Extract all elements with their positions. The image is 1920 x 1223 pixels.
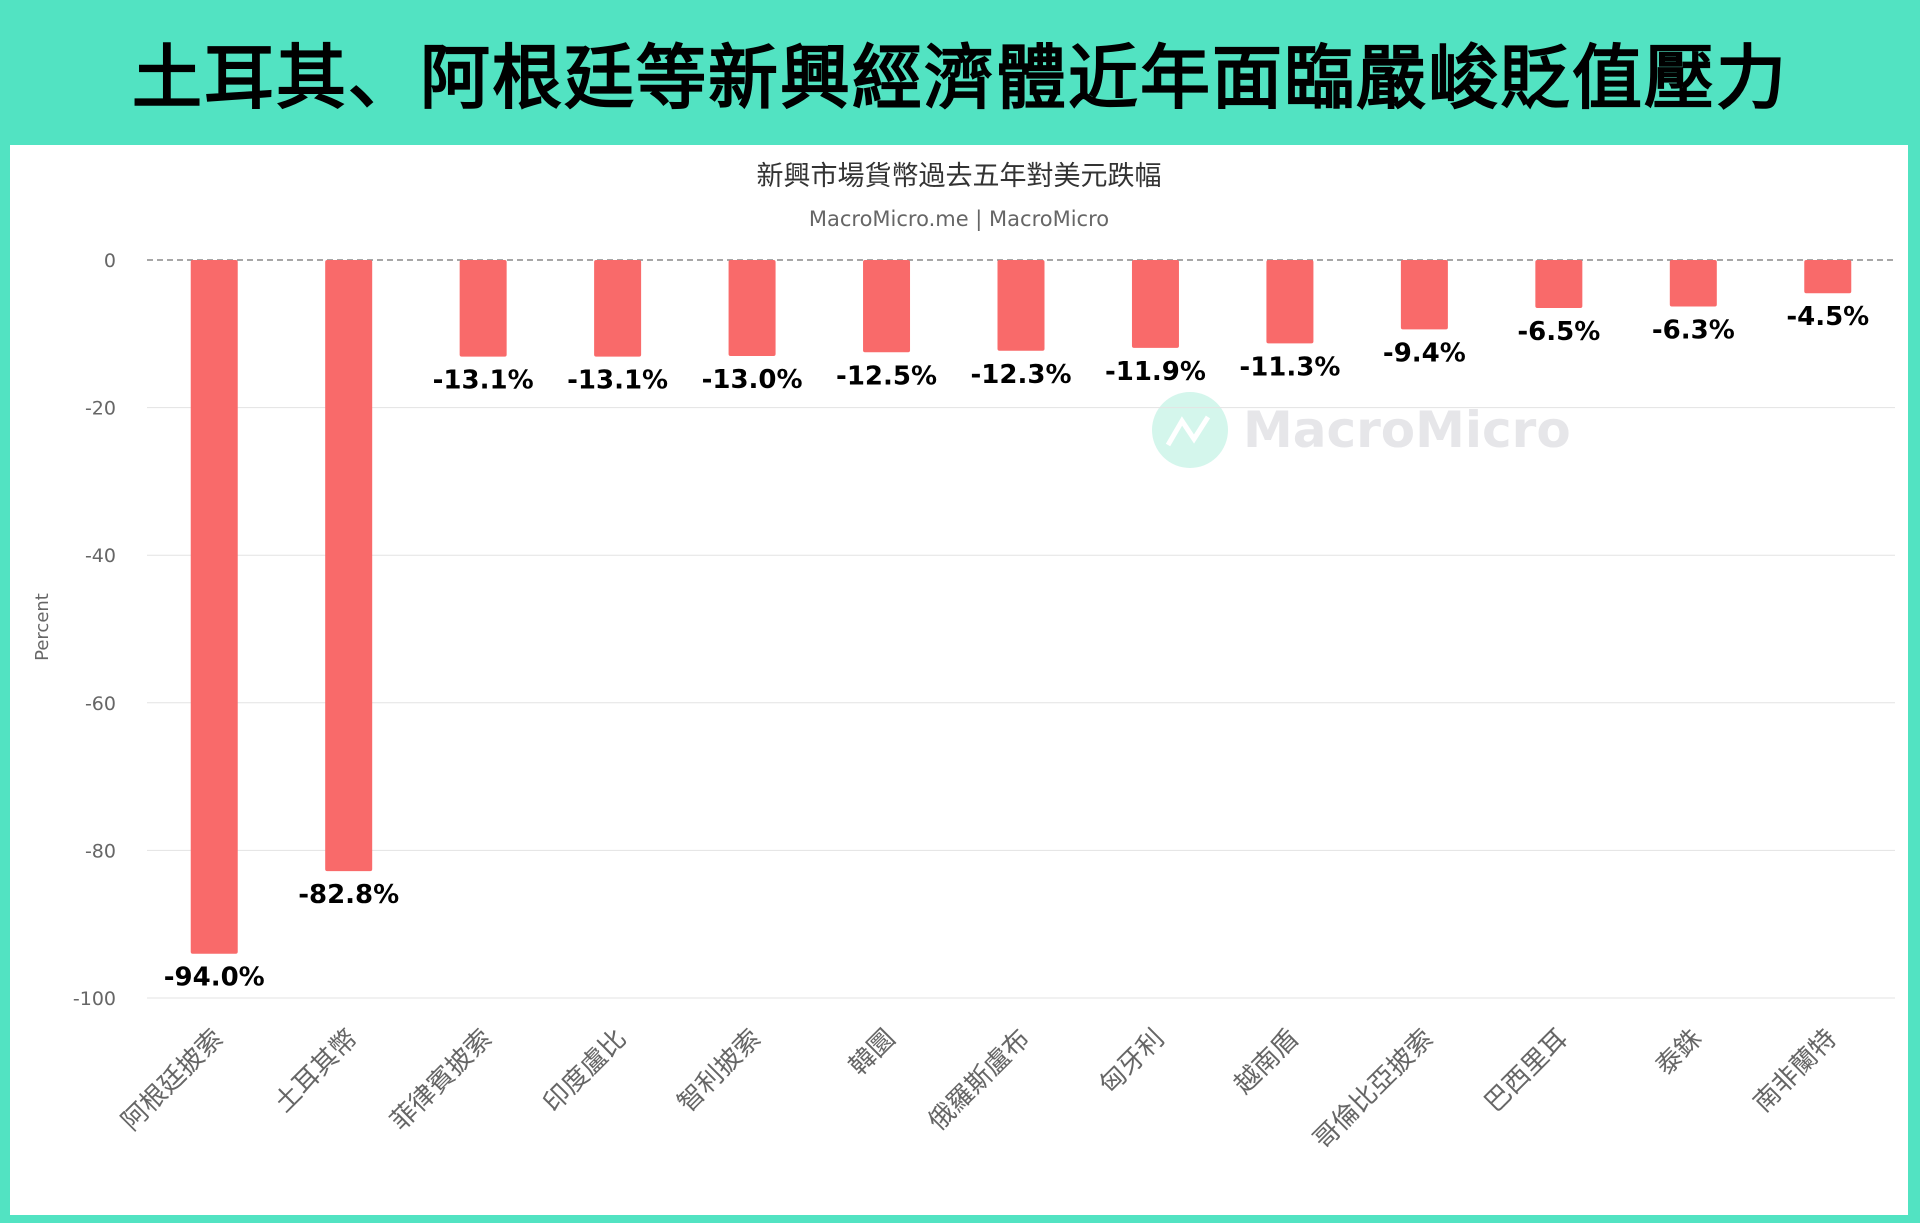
bar[interactable]: [190, 260, 238, 954]
x-tick-label: 南非蘭特: [1748, 1024, 1843, 1119]
chart-panel: MacroMicro 新興市場貨幣過去五年對美元跌幅 MacroMicro.me…: [10, 145, 1908, 1215]
y-tick-label: -100: [73, 988, 116, 1010]
x-tick-label: 巴西里耳: [1479, 1024, 1574, 1119]
data-label: -6.3%: [1652, 315, 1735, 345]
y-tick-label: -40: [85, 545, 116, 567]
bar-chart: MacroMicro 新興市場貨幣過去五年對美元跌幅 MacroMicro.me…: [32, 161, 1895, 1156]
x-tick-label: 匈牙利: [1094, 1024, 1170, 1100]
watermark: MacroMicro: [1152, 392, 1571, 468]
watermark-logo-mark: [1165, 415, 1211, 447]
x-tick-label: 智利披索: [672, 1024, 767, 1119]
data-label: -9.4%: [1383, 338, 1466, 368]
header-banner: 土耳其、阿根廷等新興經濟體近年面臨嚴峻貶值壓力: [0, 0, 1920, 145]
bar[interactable]: [728, 260, 776, 356]
bar[interactable]: [325, 260, 373, 872]
main-title: 土耳其、阿根廷等新興經濟體近年面臨嚴峻貶值壓力: [132, 37, 1788, 119]
y-tick-label: 0: [104, 250, 116, 272]
data-label: -11.3%: [1239, 352, 1340, 382]
bar[interactable]: [459, 260, 507, 357]
bar[interactable]: [863, 260, 911, 353]
data-label: -82.8%: [298, 880, 399, 910]
data-label: -6.5%: [1517, 317, 1600, 347]
bar[interactable]: [997, 260, 1045, 351]
chart-title: 新興市場貨幣過去五年對美元跌幅: [757, 161, 1162, 192]
x-tick-label: 阿根廷披索: [116, 1024, 229, 1137]
y-axis-label: Percent: [32, 593, 53, 661]
x-tick-label: 印度盧比: [538, 1024, 633, 1119]
data-label: -12.3%: [971, 360, 1072, 390]
bar[interactable]: [1400, 260, 1448, 330]
data-label: -12.5%: [836, 361, 937, 391]
x-tick-label: 菲律賓披索: [385, 1024, 498, 1137]
data-label: -4.5%: [1786, 302, 1869, 332]
bar[interactable]: [1535, 260, 1583, 308]
bar[interactable]: [1131, 260, 1179, 348]
bar[interactable]: [1669, 260, 1717, 307]
y-tick-label: -80: [85, 840, 116, 862]
chart-subtitle: MacroMicro.me | MacroMicro: [809, 207, 1109, 232]
bar[interactable]: [1804, 260, 1852, 294]
x-tick-label: 越南盾: [1228, 1024, 1304, 1100]
bar[interactable]: [594, 260, 642, 357]
data-label: -94.0%: [164, 963, 265, 993]
y-tick-label: -20: [85, 398, 116, 420]
bar[interactable]: [1266, 260, 1314, 344]
watermark-text: MacroMicro: [1243, 401, 1571, 459]
data-label: -11.9%: [1105, 357, 1206, 387]
x-tick-label: 泰銖: [1650, 1024, 1708, 1082]
x-tick-label: 韓圜: [843, 1024, 901, 1082]
x-tick-label: 哥倫比亞披索: [1308, 1024, 1440, 1156]
data-label: -13.1%: [433, 366, 534, 396]
y-tick-label: -60: [85, 693, 116, 715]
data-label: -13.0%: [702, 365, 803, 395]
data-label: -13.1%: [567, 366, 668, 396]
x-tick-label: 土耳其幣: [269, 1024, 364, 1119]
x-tick-label: 俄羅斯盧布: [923, 1024, 1036, 1137]
